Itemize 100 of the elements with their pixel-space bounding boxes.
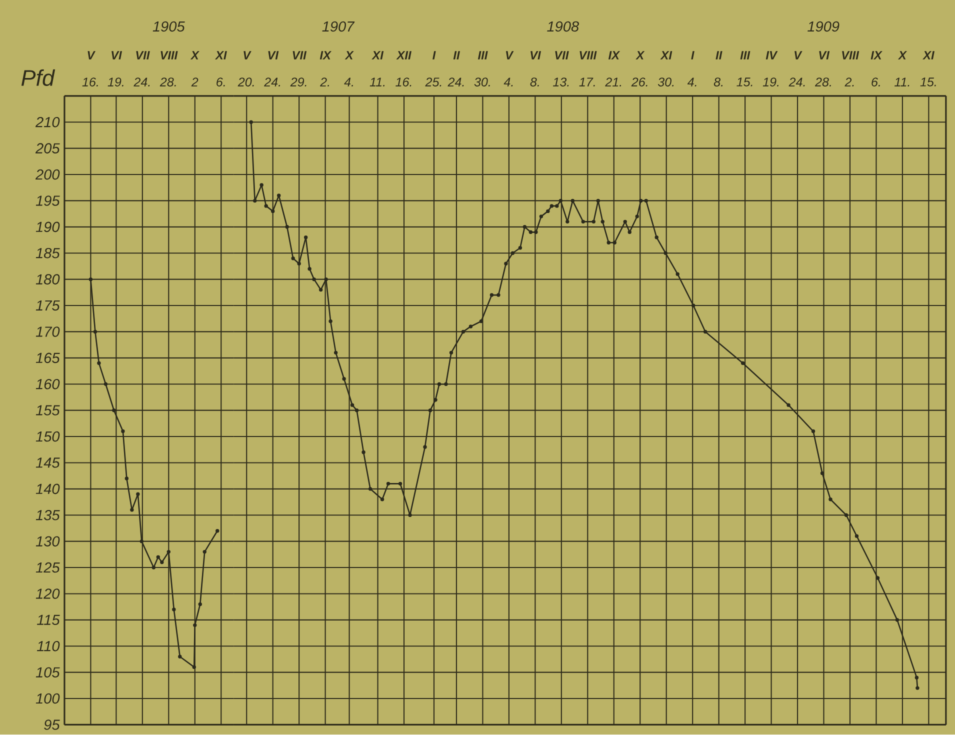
point (193, 623, 197, 628)
x-tick-label: 30. (658, 78, 674, 87)
text: III (740, 51, 750, 60)
x-tick-label: 17. (579, 78, 595, 87)
text: VII (136, 51, 150, 60)
point (202, 550, 206, 554)
x-tick-label: 2 (191, 78, 198, 87)
x-tick-label: 11. (370, 78, 384, 87)
y-tick-label: 210 (35, 117, 60, 128)
x-tick-label: 19. (108, 78, 124, 87)
text: X (898, 51, 908, 60)
x-tick-label: 19. (762, 78, 778, 87)
x-tick-label: 29. (290, 78, 306, 87)
point (178, 654, 182, 659)
y-axis-title: Pfd (21, 70, 56, 86)
x-tick-label: 16. (82, 78, 98, 87)
x-tick-label: 24. (448, 78, 464, 87)
point (216, 529, 220, 533)
x-tick-label: 25. (425, 78, 442, 87)
text: VII (555, 51, 569, 60)
y-tick-label: 185 (36, 248, 60, 258)
x-tick-label: 6. (872, 78, 880, 87)
point (97, 361, 101, 366)
text: V (88, 51, 96, 60)
text: 1905 (152, 22, 185, 32)
x-tick-label: 6. (216, 78, 225, 87)
x-tick-label: 28. (160, 78, 176, 87)
y-tick-label: 170 (36, 326, 60, 338)
x-tick-label: 16. (396, 78, 412, 87)
text: IV (766, 51, 778, 60)
y-tick-label: 195 (36, 196, 60, 206)
text: XI (660, 51, 672, 60)
text: XI (372, 51, 384, 60)
y-tick-label: 125 (36, 562, 60, 573)
text: X (344, 51, 354, 60)
point (112, 408, 116, 412)
x-tick-label: 8. (530, 78, 539, 87)
y-tick-label: 200 (35, 170, 60, 180)
text: VIII (580, 51, 597, 60)
point (104, 382, 108, 386)
text: X (636, 51, 645, 60)
x-tick-label: 24. (134, 78, 150, 87)
point (124, 476, 129, 480)
text: I (432, 51, 436, 60)
x-tick-label: 24. (788, 78, 805, 87)
text: XII (396, 51, 412, 60)
text: IX (320, 51, 332, 60)
text: IX (608, 51, 620, 60)
point (136, 492, 140, 496)
text: VI (530, 51, 541, 60)
text: VII (292, 51, 307, 60)
y-tick-label: 105 (36, 667, 60, 678)
y-tick-label: 155 (36, 405, 60, 416)
text: VIII (842, 51, 860, 60)
text: 1909 (808, 22, 840, 32)
x-tick-label: 4. (344, 78, 353, 87)
y-tick-label: 190 (36, 222, 60, 232)
x-tick-label: 21. (605, 78, 622, 87)
x-tick-label: 4. (687, 78, 696, 87)
text: 1908 (547, 22, 579, 32)
x-tick-label: 4. (504, 78, 513, 87)
y-tick-label: 175 (36, 300, 60, 311)
point (166, 550, 171, 554)
y-tick-label: 165 (36, 352, 60, 364)
point (121, 430, 125, 434)
y-tick-label: 180 (36, 274, 60, 285)
x-tick-label: 28. (814, 78, 831, 87)
x-tick-label: 30. (474, 78, 490, 87)
x-tick-label: 15. (920, 78, 936, 87)
text: V (244, 51, 252, 60)
point (152, 566, 156, 570)
y-tick-label: 160 (36, 379, 60, 390)
text: VI (112, 51, 122, 60)
x-tick-label: 20. (238, 78, 254, 87)
text: 1907 (322, 22, 355, 32)
y-tick-label: 100 (36, 694, 60, 704)
text: VI (268, 51, 279, 60)
point (140, 540, 144, 544)
point (156, 555, 160, 560)
point (93, 330, 98, 334)
point (172, 608, 176, 612)
point (130, 508, 134, 512)
text: III (478, 51, 488, 60)
text: IX (870, 51, 882, 60)
x-tick-label: 8. (714, 78, 723, 87)
y-tick-label: 150 (36, 432, 60, 442)
text: VIII (160, 51, 178, 60)
x-tick-label: 15. (736, 78, 752, 87)
x-tick-label: 13. (553, 78, 569, 87)
x-tick-label: 26. (631, 78, 648, 87)
text: VI (819, 51, 830, 60)
text: I (691, 51, 694, 60)
y-tick-label: 130 (36, 536, 60, 547)
text: XI (214, 51, 227, 60)
text: XI (922, 51, 935, 60)
y-tick-label: 95 (44, 720, 60, 730)
y-tick-label: 115 (36, 615, 60, 626)
y-tick-label: 110 (36, 641, 60, 652)
point (198, 602, 202, 606)
point (192, 665, 196, 670)
